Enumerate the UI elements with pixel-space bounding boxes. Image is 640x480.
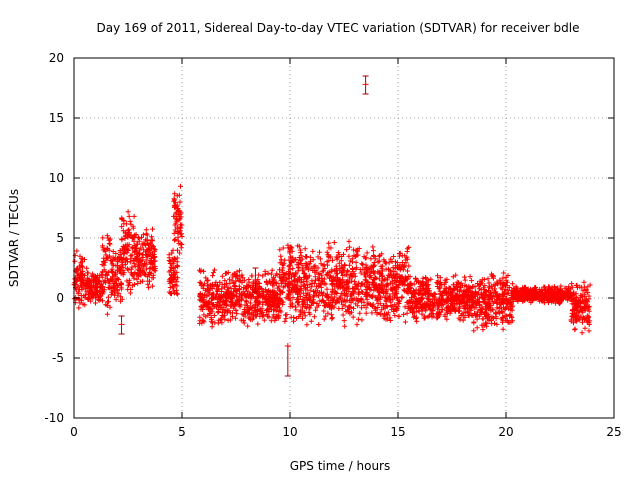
x-tick-label: 0 <box>70 425 78 439</box>
data-point-cluster <box>108 248 124 304</box>
data-point-cluster <box>82 265 105 306</box>
chart-title: Day 169 of 2011, Sidereal Day-to-day VTE… <box>97 21 580 35</box>
data-point-cluster <box>197 267 282 330</box>
data-point <box>362 81 369 88</box>
data-point-cluster <box>132 226 158 291</box>
x-tick-label: 20 <box>498 425 513 439</box>
error-bars <box>118 75 369 377</box>
x-tick-label: 25 <box>606 425 621 439</box>
data-point-cluster <box>352 244 412 328</box>
y-axis-label: SDTVAR / TECUs <box>7 189 21 287</box>
y-tick-label: 0 <box>56 291 64 305</box>
data-point-cluster <box>406 272 476 324</box>
ticks: 0 5 10 15 20 25 -10 -5 0 5 10 15 20 <box>44 51 621 439</box>
x-axis-label: GPS time / hours <box>290 459 391 473</box>
data-point-cluster <box>119 209 137 302</box>
data-point-cluster <box>277 238 358 329</box>
y-tick-label: 5 <box>56 231 64 245</box>
data-point <box>252 277 259 283</box>
data-point <box>118 321 125 328</box>
x-tick-label: 10 <box>282 425 297 439</box>
grid <box>74 58 614 418</box>
data-point-cluster <box>568 279 593 336</box>
data-point-cluster <box>510 283 574 306</box>
data-point <box>284 343 291 349</box>
data-points <box>71 183 593 336</box>
y-tick-label: -10 <box>44 411 64 425</box>
x-tick-label: 15 <box>390 425 405 439</box>
data-point-cluster <box>471 270 515 334</box>
y-tick-label: 15 <box>49 111 64 125</box>
data-point-cluster <box>171 183 185 256</box>
x-tick-label: 5 <box>178 425 186 439</box>
data-point-cluster <box>166 247 181 297</box>
y-tick-label: 10 <box>49 171 64 185</box>
y-tick-label: -5 <box>52 351 64 365</box>
data-point-cluster <box>99 233 114 317</box>
y-tick-label: 20 <box>49 51 64 65</box>
